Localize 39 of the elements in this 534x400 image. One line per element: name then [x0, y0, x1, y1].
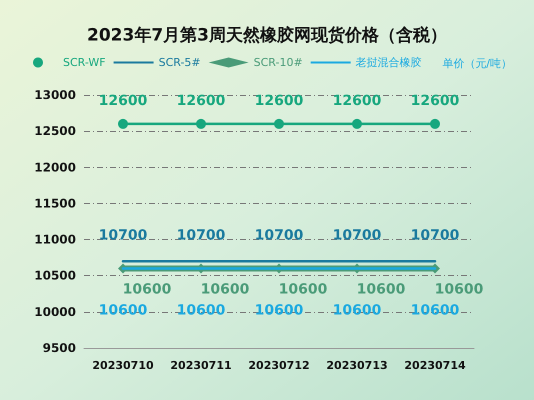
legend-label: 老挝混合橡胶	[356, 56, 422, 69]
x-tick-label: 20230713	[326, 359, 388, 372]
data-label: 10700	[254, 227, 304, 244]
data-label: 10700	[98, 227, 148, 244]
data-label: 10600	[254, 302, 304, 318]
data-label: 10600	[410, 302, 460, 318]
data-label: 10600	[332, 302, 382, 318]
data-label: 10600	[122, 281, 172, 298]
legend-label: SCR-WF	[63, 56, 106, 69]
y-tick-label: 12000	[34, 160, 76, 174]
data-label: 10600	[200, 281, 250, 298]
x-tick-label: 20230710	[92, 359, 154, 372]
y-tick-label: 10000	[34, 304, 76, 319]
legend-label: SCR-5#	[158, 56, 201, 69]
data-label: 10700	[332, 227, 382, 244]
legend-label: SCR-10#	[254, 56, 303, 69]
data-label: 10600	[356, 281, 406, 298]
chart-title: 2023年7月第3周天然橡胶网现货价格（含税）	[87, 26, 447, 46]
x-tick-label: 20230712	[248, 359, 310, 372]
y-tick-label: 12500	[34, 124, 76, 138]
y-tick-label: 10500	[34, 268, 76, 283]
data-label: 10700	[410, 227, 460, 244]
data-label: 12600	[176, 92, 226, 109]
data-label: 10600	[176, 302, 226, 318]
y-tick-label: 13000	[34, 88, 76, 102]
x-tick-label: 20230714	[404, 359, 466, 372]
data-label: 12600	[254, 92, 304, 109]
data-label: 10600	[434, 281, 484, 298]
y-tick-label: 9500	[42, 341, 76, 355]
y-axis-title: 单价（元/吨）	[442, 57, 512, 70]
data-label: 10600	[98, 302, 148, 318]
data-label: 12600	[98, 92, 148, 109]
data-label: 10700	[176, 227, 226, 244]
x-tick-label: 20230711	[170, 359, 232, 372]
y-tick-label: 11000	[34, 232, 76, 247]
data-label: 12600	[332, 92, 382, 109]
y-tick-label: 11500	[34, 196, 76, 210]
data-label: 10600	[278, 281, 328, 298]
data-label: 12600	[410, 92, 460, 109]
